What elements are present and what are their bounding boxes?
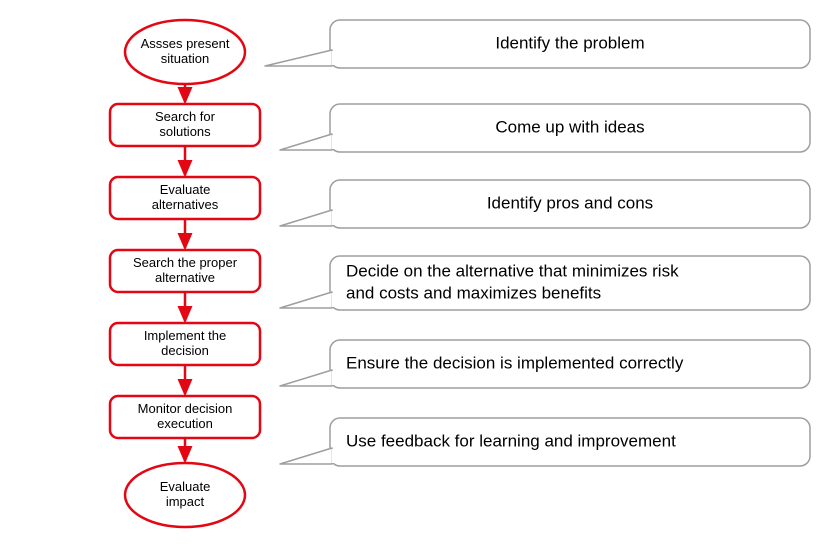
- flow-node-label: Evaluate: [160, 182, 211, 197]
- flow-node-label: Search for: [155, 109, 216, 124]
- flow-node: Search the properalternative: [110, 250, 260, 292]
- flowchart-canvas: Assses presentsituation Search forsolutio…: [0, 0, 838, 550]
- flow-node: Assses presentsituation: [125, 20, 245, 84]
- callout-text: Decide on the alternative that minimizes…: [346, 261, 679, 280]
- callout-text: and costs and maximizes benefits: [346, 283, 601, 302]
- callout: Identify pros and cons: [280, 180, 810, 228]
- callout-text: Ensure the decision is implemented corre…: [346, 353, 684, 372]
- callout-text: Identify pros and cons: [487, 193, 653, 212]
- flow-node-label: Monitor decision: [138, 401, 233, 416]
- flow-node-label: alternative: [155, 270, 215, 285]
- flow-node-label: situation: [161, 51, 209, 66]
- flow-node: Evaluatealternatives: [110, 177, 260, 219]
- callout: Ensure the decision is implemented corre…: [280, 340, 810, 388]
- flow-node-label: Assses present: [141, 36, 230, 51]
- callout: Come up with ideas: [280, 104, 810, 152]
- flow-node: Monitor decisionexecution: [110, 396, 260, 438]
- callout-text: Come up with ideas: [495, 117, 644, 136]
- flow-node: Search forsolutions: [110, 104, 260, 146]
- flow-node-label: impact: [166, 494, 205, 509]
- flow-node-label: decision: [161, 343, 209, 358]
- callout-text: Identify the problem: [495, 33, 644, 52]
- flow-node-label: Evaluate: [160, 479, 211, 494]
- flow-node-label: Implement the: [144, 328, 226, 343]
- flow-node-label: solutions: [159, 124, 211, 139]
- flow-node-label: Search the proper: [133, 255, 238, 270]
- callout: Decide on the alternative that minimizes…: [280, 256, 810, 310]
- flow-node: Implement thedecision: [110, 323, 260, 365]
- callout: Use feedback for learning and improvemen…: [280, 418, 810, 466]
- callout: Identify the problem: [265, 20, 810, 68]
- flow-node-label: alternatives: [152, 197, 219, 212]
- callout-text: Use feedback for learning and improvemen…: [346, 431, 676, 450]
- flow-node: Evaluateimpact: [125, 463, 245, 527]
- flow-node-label: execution: [157, 416, 213, 431]
